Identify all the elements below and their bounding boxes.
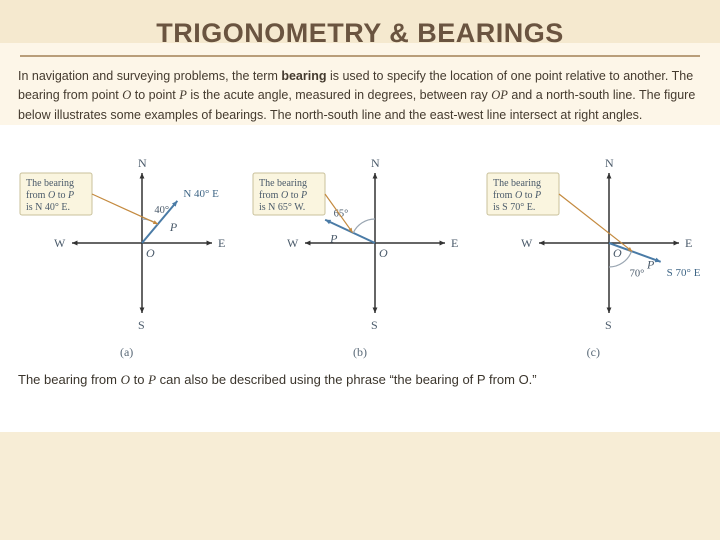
svg-text:from O to P: from O to P: [259, 190, 307, 201]
svg-text:N: N: [371, 156, 380, 170]
svg-text:O: O: [379, 246, 388, 260]
svg-text:65°: 65°: [334, 209, 349, 220]
svg-text:E: E: [451, 236, 458, 250]
svg-text:W: W: [287, 236, 299, 250]
svg-text:W: W: [521, 236, 533, 250]
svg-text:P: P: [646, 258, 655, 272]
svg-text:N: N: [138, 156, 147, 170]
svg-text:O: O: [146, 246, 155, 260]
svg-text:from O to P: from O to P: [493, 190, 541, 201]
svg-text:40°: 40°: [154, 205, 169, 216]
svg-text:S 70° E: S 70° E: [666, 267, 700, 279]
closing-paragraph: The bearing from O to P can also be desc…: [0, 360, 720, 390]
bearing-panel-b: NSEWOP65°N 65° WThe bearingfrom O to Pis…: [247, 133, 472, 360]
svg-text:P: P: [169, 220, 178, 234]
intro-paragraph: In navigation and surveying problems, th…: [0, 57, 720, 125]
bearing-panel-a: N S E W OP40° N 40° E The bearingfrom O to Pis…: [14, 133, 239, 360]
svg-text:S: S: [138, 318, 145, 332]
svg-text:is N 65° W.: is N 65° W.: [259, 202, 305, 213]
svg-text:W: W: [54, 236, 66, 250]
svg-text:is N 40° E.: is N 40° E.: [26, 202, 70, 213]
svg-text:S: S: [371, 318, 378, 332]
panel-caption: (b): [247, 345, 472, 360]
svg-text:P: P: [330, 232, 339, 246]
svg-text:The bearing: The bearing: [493, 178, 541, 189]
svg-text:from O to P: from O to P: [26, 190, 74, 201]
bearing-panel-c: NSEWOP70°S 70° EThe bearingfrom O to Pis…: [481, 133, 706, 360]
svg-text:The bearing: The bearing: [26, 178, 74, 189]
svg-text:N 40° E: N 40° E: [184, 188, 220, 200]
figure-row: NSEWOP40°N 40° EThe bearingfrom O to Pis…: [0, 125, 720, 360]
panel-caption: (a): [14, 345, 239, 360]
svg-text:70°: 70°: [629, 269, 644, 280]
page-title: TRIGONOMETRY & BEARINGS: [0, 0, 720, 49]
panel-caption: (c): [481, 345, 706, 360]
svg-text:is S 70° E.: is S 70° E.: [493, 202, 535, 213]
svg-text:S: S: [605, 318, 612, 332]
svg-text:N: N: [605, 156, 614, 170]
svg-text:The bearing: The bearing: [259, 178, 307, 189]
svg-text:E: E: [685, 236, 692, 250]
svg-text:E: E: [218, 236, 225, 250]
